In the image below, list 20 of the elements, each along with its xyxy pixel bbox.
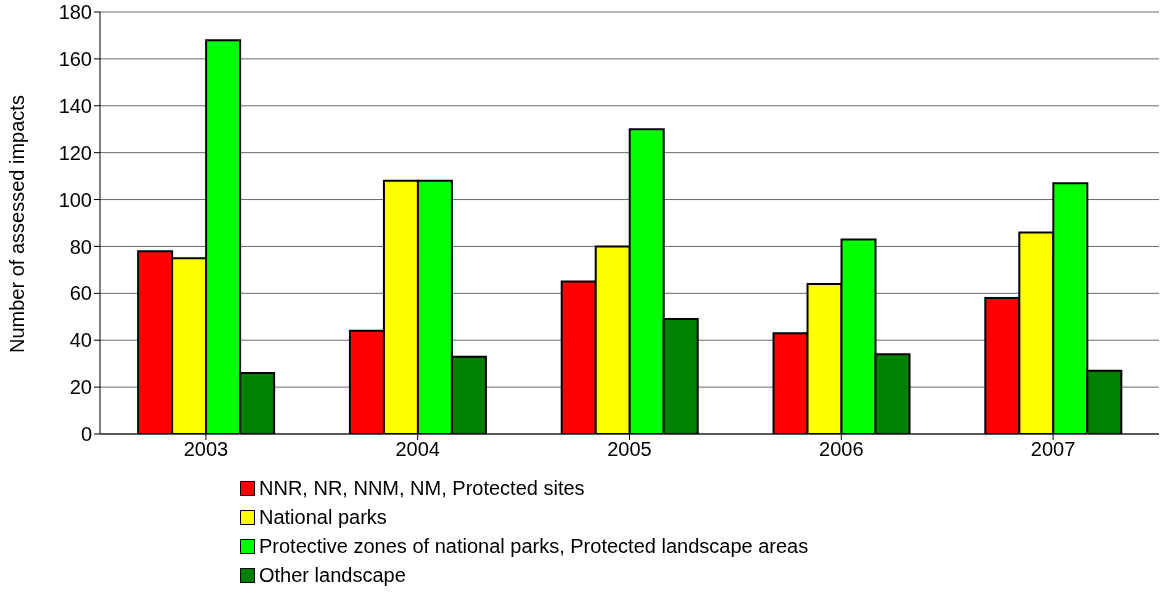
y-tick-label: 0 bbox=[80, 423, 92, 446]
y-tick-label: 20 bbox=[69, 376, 92, 399]
y-tick-label: 40 bbox=[69, 329, 92, 352]
y-tick-label: 140 bbox=[58, 94, 92, 117]
y-axis-title: Number of assessed impacts bbox=[6, 95, 29, 353]
x-tick-label: 2007 bbox=[1030, 438, 1076, 461]
legend-label: Other landscape bbox=[259, 564, 406, 587]
legend-label: NNR, NR, NNM, NM, Protected sites bbox=[259, 477, 585, 500]
y-tick-label: 180 bbox=[58, 1, 92, 24]
y-tick-label: 160 bbox=[58, 47, 92, 70]
x-tick-label: 2003 bbox=[183, 438, 229, 461]
legend-label: Protective zones of national parks, Protected landscape areas bbox=[259, 535, 809, 558]
legend-label: National parks bbox=[259, 506, 387, 529]
x-tick-label: 2004 bbox=[395, 438, 440, 461]
x-tick-label: 2006 bbox=[819, 438, 864, 461]
y-tick-label: 80 bbox=[69, 235, 92, 258]
x-tick-label: 2005 bbox=[607, 438, 652, 461]
y-tick-label: 60 bbox=[69, 282, 92, 305]
y-tick-label: 100 bbox=[58, 188, 92, 211]
y-tick-label: 120 bbox=[58, 141, 92, 164]
